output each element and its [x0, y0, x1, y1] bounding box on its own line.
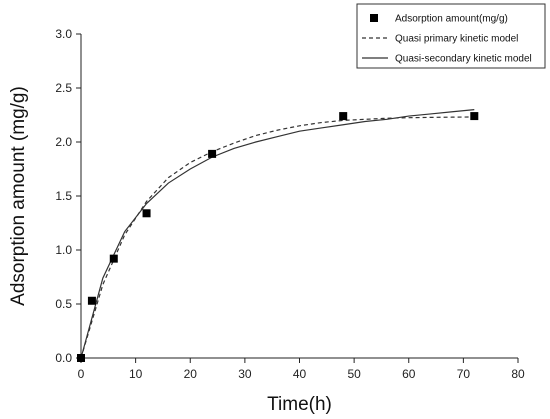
y-tick-label: 3.0	[55, 27, 72, 41]
y-tick-label: 2.0	[55, 135, 72, 149]
x-tick-label: 70	[457, 367, 471, 381]
x-tick-label: 30	[238, 367, 252, 381]
y-axis-title: Adsorption amount (mg/g)	[8, 86, 29, 306]
data-point	[208, 149, 217, 158]
x-tick-label: 0	[78, 367, 85, 381]
y-tick-label: 0.5	[55, 297, 72, 311]
x-tick-label: 50	[347, 367, 361, 381]
legend: Adsorption amount(mg/g) Quasi primary kin…	[356, 3, 546, 69]
y-tick-label: 1.5	[55, 189, 72, 203]
legend-label: Quasi primary kinetic model	[395, 34, 518, 45]
legend-label: Quasi-secondary kinetic model	[395, 54, 532, 65]
x-tick-label: 80	[511, 367, 525, 381]
x-axis-title: Time(h)	[267, 394, 332, 415]
y-tick-label: 1.0	[55, 243, 72, 257]
axes: 0 10 20 30 40 50 60 70 80 0.0 0.5 1.0 1.5 2.0 2.5 3.0	[55, 27, 525, 381]
y-tick-label: 2.5	[55, 81, 72, 95]
data-point	[109, 254, 118, 263]
x-tick-label: 20	[184, 367, 198, 381]
data-point	[470, 112, 479, 121]
data-point	[87, 296, 96, 305]
legend-box	[356, 3, 546, 69]
x-tick-label: 10	[129, 367, 143, 381]
x-tick-label: 40	[293, 367, 307, 381]
data-point	[77, 354, 85, 362]
legend-label: Adsorption amount(mg/g)	[395, 14, 508, 25]
data-point	[339, 112, 348, 121]
series-line-quasi-secondary	[80, 109, 475, 359]
data-point	[142, 209, 151, 218]
y-tick-label: 0.0	[55, 351, 72, 365]
legend-marker-square	[370, 14, 378, 22]
x-tick-label: 60	[402, 367, 416, 381]
series-layer	[77, 109, 479, 362]
series-line-quasi-primary	[80, 116, 475, 359]
